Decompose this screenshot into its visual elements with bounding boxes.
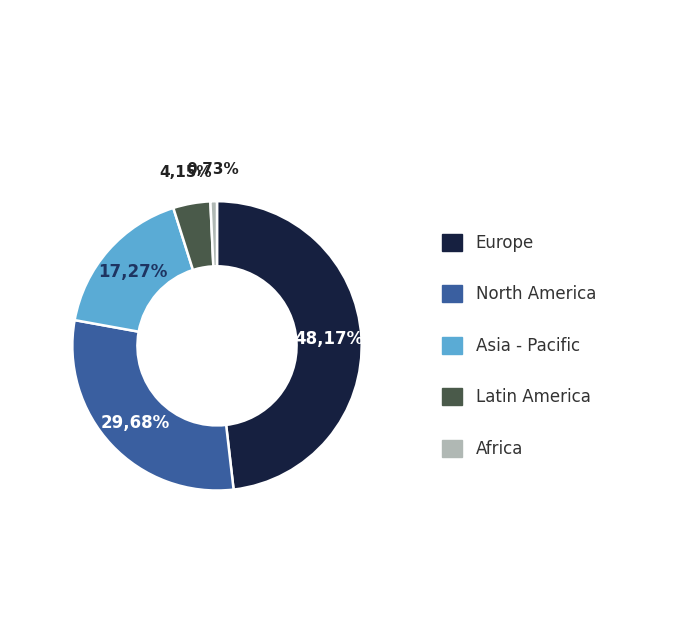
- Wedge shape: [174, 202, 214, 270]
- Text: 4,15%: 4,15%: [160, 165, 212, 180]
- Text: Total Global Publishing Revenue by Region: Total Global Publishing Revenue by Regio…: [10, 23, 648, 49]
- Text: 17,27%: 17,27%: [98, 263, 167, 281]
- Wedge shape: [217, 201, 362, 490]
- Legend: Europe, North America, Asia - Pacific, Latin America, Africa: Europe, North America, Asia - Pacific, L…: [442, 233, 596, 458]
- Wedge shape: [211, 201, 217, 267]
- Text: 0,73%: 0,73%: [187, 162, 239, 177]
- Text: 48,17%: 48,17%: [294, 331, 363, 349]
- Text: 29,68%: 29,68%: [101, 414, 170, 431]
- Wedge shape: [72, 320, 234, 491]
- Wedge shape: [75, 208, 193, 332]
